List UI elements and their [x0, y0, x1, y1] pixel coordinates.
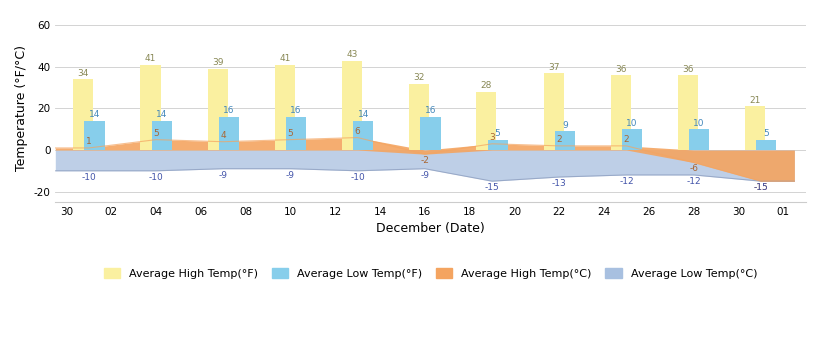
- Text: -15: -15: [485, 183, 500, 192]
- Text: -10: -10: [149, 173, 164, 182]
- Bar: [611, 75, 631, 150]
- Bar: [85, 121, 105, 150]
- Bar: [544, 73, 564, 150]
- Bar: [219, 117, 239, 150]
- Bar: [353, 121, 374, 150]
- Bar: [409, 84, 429, 150]
- Text: 32: 32: [413, 73, 425, 82]
- Bar: [140, 65, 160, 150]
- Text: 5: 5: [495, 129, 500, 138]
- Text: -13: -13: [552, 179, 567, 188]
- Legend: Average High Temp(°F), Average Low Temp(°F), Average High Temp(°C), Average Low : Average High Temp(°F), Average Low Temp(…: [100, 264, 761, 283]
- Text: 21: 21: [749, 96, 761, 105]
- Bar: [745, 106, 765, 150]
- Bar: [678, 75, 698, 150]
- Text: 2: 2: [623, 135, 629, 144]
- Text: 5: 5: [154, 129, 159, 138]
- Text: -9: -9: [286, 171, 295, 180]
- Bar: [152, 121, 172, 150]
- Text: 34: 34: [77, 69, 89, 78]
- Text: 41: 41: [144, 54, 156, 63]
- Bar: [689, 129, 710, 150]
- Text: 36: 36: [682, 64, 694, 73]
- Text: -12: -12: [686, 177, 701, 186]
- Text: 2: 2: [556, 135, 562, 144]
- Bar: [342, 61, 362, 150]
- Text: -9: -9: [219, 171, 227, 180]
- Bar: [275, 65, 295, 150]
- Text: -15: -15: [754, 183, 768, 192]
- Text: 37: 37: [548, 63, 559, 72]
- Bar: [622, 129, 642, 150]
- Text: -2: -2: [420, 156, 429, 165]
- Bar: [420, 117, 441, 150]
- Text: 43: 43: [346, 50, 358, 59]
- Text: 16: 16: [223, 106, 235, 115]
- Text: 3: 3: [489, 133, 495, 142]
- Text: 16: 16: [290, 106, 302, 115]
- Text: 1: 1: [86, 137, 92, 146]
- Text: -10: -10: [350, 173, 365, 182]
- Bar: [476, 92, 496, 150]
- Bar: [208, 69, 227, 150]
- Text: -6: -6: [689, 164, 698, 173]
- Text: 10: 10: [693, 119, 705, 127]
- Text: 14: 14: [89, 110, 100, 119]
- Text: 4: 4: [221, 131, 226, 140]
- Text: 39: 39: [212, 58, 223, 67]
- Text: 10: 10: [627, 119, 637, 127]
- Y-axis label: Temperature (°F/°C): Temperature (°F/°C): [15, 46, 28, 172]
- Text: 5: 5: [287, 129, 293, 138]
- X-axis label: December (Date): December (Date): [376, 222, 485, 235]
- Text: 5: 5: [764, 129, 769, 138]
- Bar: [286, 117, 306, 150]
- Bar: [554, 131, 575, 150]
- Text: 36: 36: [615, 64, 627, 73]
- Text: -12: -12: [619, 177, 634, 186]
- Text: 6: 6: [354, 127, 360, 136]
- Text: 16: 16: [425, 106, 437, 115]
- Text: -15: -15: [754, 183, 768, 192]
- Text: 28: 28: [481, 81, 492, 90]
- Bar: [73, 79, 93, 150]
- Text: -10: -10: [81, 173, 96, 182]
- Bar: [756, 140, 776, 150]
- Bar: [487, 140, 508, 150]
- Text: -9: -9: [420, 171, 429, 180]
- Text: 41: 41: [279, 54, 290, 63]
- Text: 9: 9: [562, 121, 568, 130]
- Text: 14: 14: [358, 110, 369, 119]
- Text: 14: 14: [156, 110, 168, 119]
